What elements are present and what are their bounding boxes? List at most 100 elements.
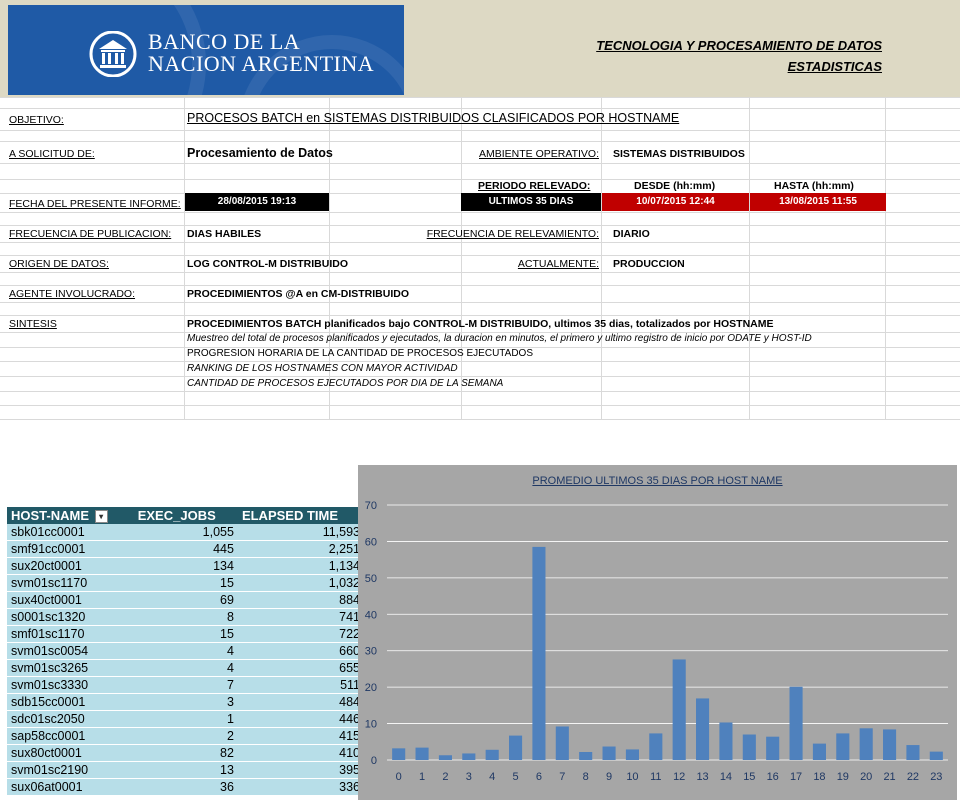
elapsed-time-cell[interactable]: 1,032 bbox=[237, 574, 364, 592]
elapsed-time-cell[interactable]: 484 bbox=[237, 693, 364, 711]
table-row[interactable]: sux40ct0001 69 884 bbox=[7, 591, 364, 609]
table-row[interactable]: sbk01cc0001 1,055 11,593 bbox=[7, 524, 364, 541]
periodo-value: ULTIMOS 35 DIAS bbox=[461, 193, 601, 211]
objetivo-value: PROCESOS BATCH en SISTEMAS DISTRIBUIDOS … bbox=[187, 111, 680, 125]
elapsed-time-cell[interactable]: 660 bbox=[237, 642, 364, 660]
x-tick-label: 21 bbox=[883, 771, 895, 783]
x-tick-label: 7 bbox=[559, 771, 565, 783]
bank-emblem-icon bbox=[89, 31, 137, 77]
hostname-cell[interactable]: smf01sc1170 bbox=[7, 625, 134, 643]
x-tick-label: 15 bbox=[743, 771, 755, 783]
hostname-cell[interactable]: svm01sc3265 bbox=[7, 659, 134, 677]
table-row[interactable]: sdc01sc2050 1 446 bbox=[7, 710, 364, 728]
exec-jobs-cell[interactable]: 15 bbox=[133, 625, 238, 643]
exec-jobs-cell[interactable]: 69 bbox=[133, 591, 238, 609]
x-tick-label: 11 bbox=[650, 771, 661, 783]
bar bbox=[789, 686, 803, 760]
elapsed-time-cell[interactable]: 446 bbox=[237, 710, 364, 728]
elapsed-time-cell[interactable]: 410 bbox=[237, 744, 364, 762]
exec-jobs-cell[interactable]: 3 bbox=[133, 693, 238, 711]
hostname-cell[interactable]: sbk01cc0001 bbox=[7, 524, 134, 541]
elapsed-time-cell[interactable]: 395 bbox=[237, 761, 364, 779]
table-row[interactable]: svm01sc3265 4 655 bbox=[7, 659, 364, 677]
frecuencia-pub-value: DIAS HABILES bbox=[187, 228, 262, 240]
bank-logo: BANCO DE LA NACION ARGENTINA bbox=[8, 5, 404, 95]
exec-jobs-cell[interactable]: 4 bbox=[133, 642, 238, 660]
table-header-row: HOST-NAME ▾ EXEC_JOBS ELAPSED TIME bbox=[7, 507, 364, 524]
elapsed-time-cell[interactable]: 655 bbox=[237, 659, 364, 677]
hostname-cell[interactable]: sdc01sc2050 bbox=[7, 710, 134, 728]
exec-jobs-cell[interactable]: 82 bbox=[133, 744, 238, 762]
bar bbox=[906, 745, 920, 760]
exec-jobs-cell[interactable]: 134 bbox=[133, 557, 238, 575]
bar bbox=[462, 753, 476, 760]
exec-jobs-cell[interactable]: 2 bbox=[133, 727, 238, 745]
sintesis-line-2: PROGRESION HORARIA DE LA CANTIDAD DE PRO… bbox=[187, 348, 533, 359]
table-row[interactable]: s0001sc1320 8 741 bbox=[7, 608, 364, 626]
hostname-cell[interactable]: sap58cc0001 bbox=[7, 727, 134, 745]
hostname-cell[interactable]: svm01sc0054 bbox=[7, 642, 134, 660]
exec-jobs-cell[interactable]: 1 bbox=[133, 710, 238, 728]
actualmente-label: ACTUALMENTE: bbox=[517, 258, 599, 270]
x-tick-label: 9 bbox=[606, 771, 612, 783]
hostname-cell[interactable]: svm01sc1170 bbox=[7, 574, 134, 592]
table-row[interactable]: sap58cc0001 2 415 bbox=[7, 727, 364, 745]
elapsed-time-cell[interactable]: 741 bbox=[237, 608, 364, 626]
elapsed-time-cell[interactable]: 2,251 bbox=[237, 540, 364, 558]
chart-title: PROMEDIO ULTIMOS 35 DIAS POR HOST NAME bbox=[532, 475, 783, 487]
hostname-cell[interactable]: sux20ct0001 bbox=[7, 557, 134, 575]
table-row[interactable]: sux80ct0001 82 410 bbox=[7, 744, 364, 762]
department-subtitle: ESTADISTICAS bbox=[787, 59, 882, 74]
ambiente-label: AMBIENTE OPERATIVO: bbox=[479, 148, 599, 160]
desde-value: 10/07/2015 12:44 bbox=[602, 193, 749, 211]
table-row[interactable]: svm01sc1170 15 1,032 bbox=[7, 574, 364, 592]
table-row[interactable]: sdb15cc0001 3 484 bbox=[7, 693, 364, 711]
column-header-hostname[interactable]: HOST-NAME ▾ bbox=[7, 507, 134, 524]
x-tick-label: 12 bbox=[673, 771, 685, 783]
column-header-elapsed-time[interactable]: ELAPSED TIME bbox=[237, 507, 364, 524]
hostname-cell[interactable]: sux06at0001 bbox=[7, 778, 134, 796]
hostname-cell[interactable]: smf91cc0001 bbox=[7, 540, 134, 558]
hostname-cell[interactable]: svm01sc2190 bbox=[7, 761, 134, 779]
table-row[interactable]: smf01sc1170 15 722 bbox=[7, 625, 364, 643]
exec-jobs-cell[interactable]: 4 bbox=[133, 659, 238, 677]
table-row[interactable]: svm01sc0054 4 660 bbox=[7, 642, 364, 660]
table-row[interactable]: sux06at0001 36 336 bbox=[7, 778, 364, 796]
exec-jobs-cell[interactable]: 7 bbox=[133, 676, 238, 694]
bar bbox=[766, 736, 780, 760]
exec-jobs-cell[interactable]: 13 bbox=[133, 761, 238, 779]
periodo-label: PERIODO RELEVADO: bbox=[478, 180, 591, 192]
elapsed-time-cell[interactable]: 336 bbox=[237, 778, 364, 796]
table-row[interactable]: svm01sc3330 7 511 bbox=[7, 676, 364, 694]
hostname-cell[interactable]: sdb15cc0001 bbox=[7, 693, 134, 711]
exec-jobs-cell[interactable]: 8 bbox=[133, 608, 238, 626]
exec-jobs-cell[interactable]: 445 bbox=[133, 540, 238, 558]
hasta-value: 13/08/2015 11:55 bbox=[750, 193, 886, 211]
table-row[interactable]: sux20ct0001 134 1,134 bbox=[7, 557, 364, 575]
exec-jobs-cell[interactable]: 36 bbox=[133, 778, 238, 796]
frecuencia-pub-label: FRECUENCIA DE PUBLICACION: bbox=[9, 228, 172, 240]
solicitud-label: A SOLICITUD DE: bbox=[9, 148, 95, 160]
x-tick-label: 0 bbox=[396, 771, 402, 783]
column-header-exec-jobs[interactable]: EXEC_JOBS bbox=[133, 507, 238, 524]
elapsed-time-cell[interactable]: 722 bbox=[237, 625, 364, 643]
elapsed-time-cell[interactable]: 11,593 bbox=[237, 524, 364, 541]
hostname-cell[interactable]: sux40ct0001 bbox=[7, 591, 134, 609]
exec-jobs-cell[interactable]: 15 bbox=[133, 574, 238, 592]
elapsed-time-cell[interactable]: 511 bbox=[237, 676, 364, 694]
hostname-cell[interactable]: svm01sc3330 bbox=[7, 676, 134, 694]
table-row[interactable]: smf91cc0001 445 2,251 bbox=[7, 540, 364, 558]
hostname-cell[interactable]: sux80ct0001 bbox=[7, 744, 134, 762]
table-row[interactable]: svm01sc2190 13 395 bbox=[7, 761, 364, 779]
x-tick-label: 10 bbox=[626, 771, 638, 783]
filter-sort-icon[interactable]: ▾ bbox=[94, 510, 108, 524]
bar bbox=[438, 755, 452, 760]
x-tick-label: 13 bbox=[696, 771, 708, 783]
elapsed-time-cell[interactable]: 884 bbox=[237, 591, 364, 609]
elapsed-time-cell[interactable]: 1,134 bbox=[237, 557, 364, 575]
elapsed-time-cell[interactable]: 415 bbox=[237, 727, 364, 745]
y-tick-label: 60 bbox=[365, 536, 377, 548]
exec-jobs-cell[interactable]: 1,055 bbox=[133, 524, 238, 541]
hostname-cell[interactable]: s0001sc1320 bbox=[7, 608, 134, 626]
